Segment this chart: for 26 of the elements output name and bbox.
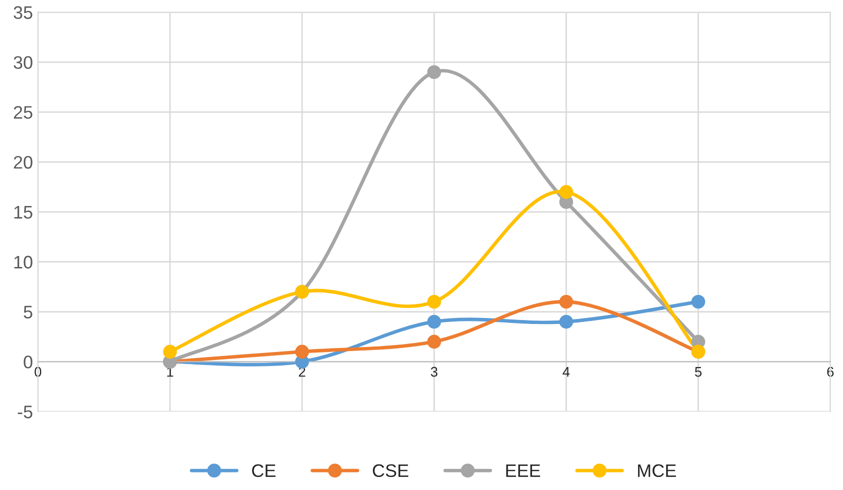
point <box>427 294 442 309</box>
y-tick-label: 25 <box>14 106 32 119</box>
legend-label: CE <box>252 464 276 478</box>
y-tick-label: 15 <box>14 206 32 219</box>
point <box>559 294 574 309</box>
x-tick-label: 3 <box>430 366 438 377</box>
point <box>427 334 442 349</box>
y-tick-label: 35 <box>14 6 32 19</box>
point <box>559 185 574 199</box>
y-tick-label: -5 <box>18 406 32 418</box>
y-tick-label: 20 <box>14 156 32 169</box>
y-tick-label: 10 <box>14 256 32 269</box>
x-tick-label: 4 <box>562 367 570 377</box>
point <box>427 65 442 80</box>
point <box>295 344 309 359</box>
point <box>559 314 574 329</box>
legend-label: MCE <box>638 464 676 478</box>
x-tick-label: 5 <box>694 367 702 377</box>
y-tick-label: 30 <box>14 56 32 69</box>
y-tick-label: 5 <box>24 306 32 318</box>
legend-label: CSE <box>372 464 408 478</box>
point <box>691 294 706 309</box>
legend-label: EEE <box>506 464 540 477</box>
y-tick-label: 0 <box>24 356 32 368</box>
point <box>163 344 177 359</box>
point <box>427 314 442 329</box>
